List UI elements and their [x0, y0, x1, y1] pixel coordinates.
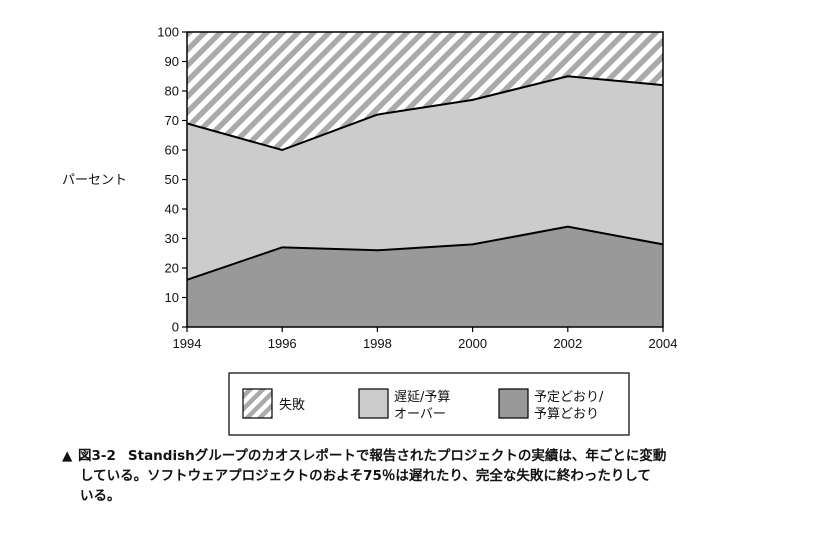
figure-caption: ▲ 図3-2 Standishグループのカオスレポートで報告されたプロジェクトの実績…: [62, 446, 810, 506]
legend-swatch: [358, 388, 389, 419]
x-tick-label: 2002: [553, 336, 582, 351]
area-series-0: [187, 226, 663, 327]
y-tick-label: 20: [165, 261, 179, 276]
y-tick-label: 0: [172, 320, 179, 335]
caption-marker: ▲: [62, 448, 73, 464]
y-axis-label: パーセント: [62, 173, 127, 188]
stacked-areas: [186, 32, 664, 327]
y-tick-label: 70: [165, 113, 179, 128]
x-tick-label: 1994: [173, 336, 202, 351]
caption-line-1: Standishグループのカオスレポートで報告されたプロジェクトの実績は、年ごと…: [127, 448, 667, 464]
legend-swatch: [498, 388, 529, 419]
y-tick-label: 90: [165, 54, 179, 69]
legend-label: 遅延/予算: [394, 390, 450, 405]
y-tick-label: 60: [165, 143, 179, 158]
x-tick-label: 1998: [363, 336, 392, 351]
legend-label: 失敗: [279, 398, 305, 413]
legend-label: 予算どおり: [534, 407, 599, 422]
y-tick-label: 50: [165, 172, 179, 187]
legend-label: オーバー: [394, 407, 446, 422]
caption-line-3: いる。: [80, 488, 121, 504]
x-tick-label: 2004: [649, 336, 678, 351]
area-series-1: [187, 76, 663, 280]
legend-box: [228, 372, 630, 436]
legend-swatch: [242, 388, 273, 419]
series-boundary-line-0: [186, 225, 664, 281]
x-tick-label: 2000: [458, 336, 487, 351]
y-tick-label: 100: [157, 25, 179, 40]
area-series-2: [187, 32, 663, 150]
x-tick-label: 1996: [268, 336, 297, 351]
caption-line-2: している。ソフトウェアプロジェクトのおよそ75％は遅れたり、完全な失敗に終わった…: [80, 468, 651, 484]
y-tick-label: 10: [165, 290, 179, 305]
y-tick-label: 40: [165, 202, 179, 217]
figure-number: 図3-2: [78, 448, 116, 464]
legend-label: 予定どおり/: [534, 390, 604, 405]
chart: 0 10 20 30 40 50 60 70 80 90 100 1994 1996 1998 2000 20…: [62, 25, 677, 436]
axes: 0 10 20 30 40 50 60 70 80 90 100 1994 1996 1998 2000 20…: [157, 25, 677, 352]
y-tick-label: 30: [165, 231, 179, 246]
series-boundary-line-1: [186, 75, 664, 152]
y-tick-label: 80: [165, 84, 179, 99]
